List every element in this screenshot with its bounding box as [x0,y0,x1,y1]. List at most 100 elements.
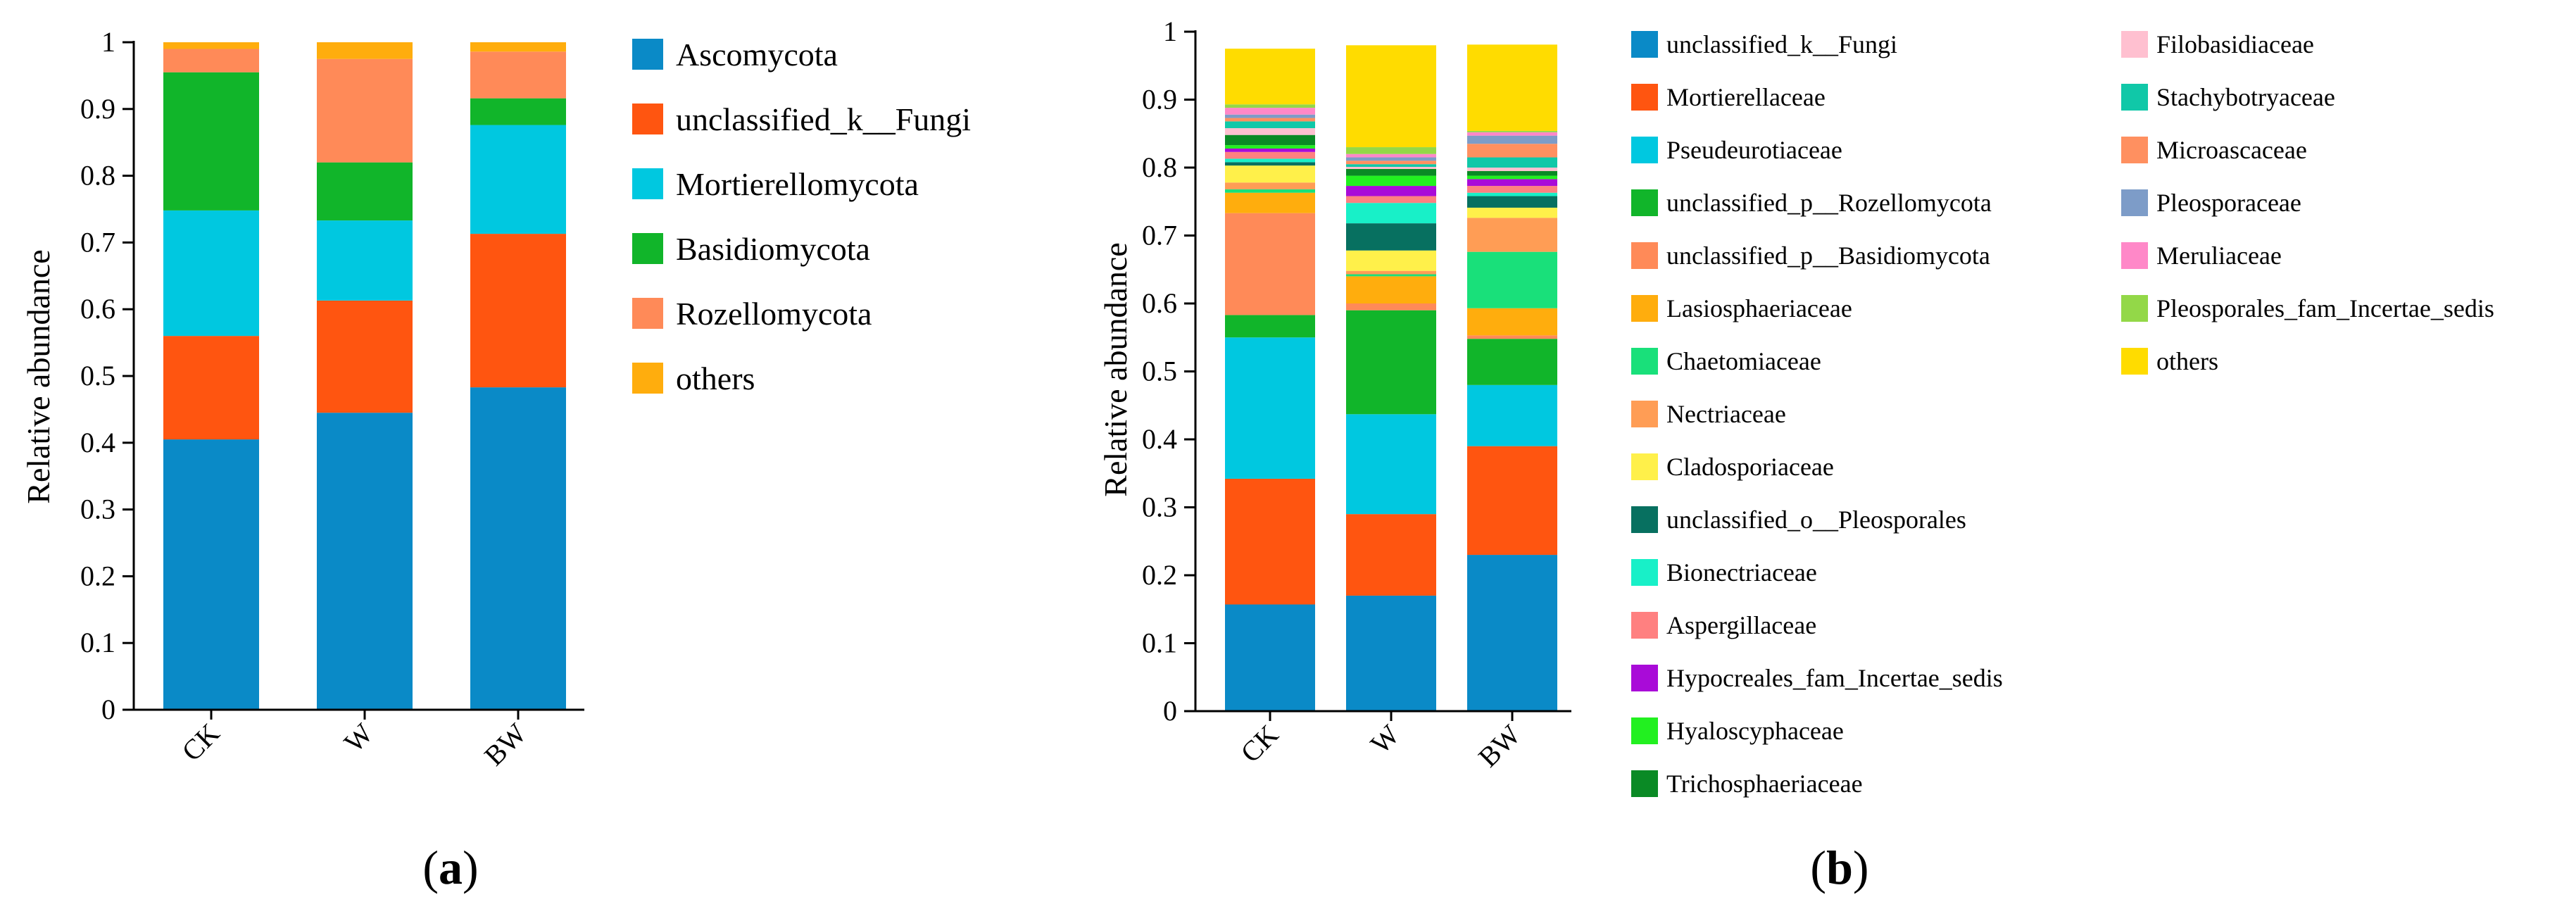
bar-segment-w-basidiomycota [317,162,413,221]
legend-label: Rozellomycota [676,296,872,332]
legend-item: Aspergillaceae [1631,611,1816,639]
bar-segment-ck-mortierellaceae [1225,478,1315,605]
legend-item: unclassified_p__Basidiomycota [1631,242,1990,270]
legend-label: Pseudeurotiaceae [1666,136,1842,164]
bar-segment-bw-ascomycota [470,387,566,710]
legend-item: unclassified_o__Pleosporales [1631,506,1966,534]
bar-segment-bw-aspergillaceae [1467,186,1557,193]
legend-item: others [632,361,755,396]
bar-segment-bw-unclassified-p-rozellomycota [1467,339,1557,385]
stacked-bars-b [1225,44,1557,711]
legend-label: unclassified_k__Fungi [1666,30,1897,58]
y-tick-label: 0.9 [1142,84,1177,115]
legend-swatch [632,363,663,394]
legend-swatch [632,104,663,134]
bar-segment-bw-hyaloscyphaceae [1467,175,1557,180]
bar-segment-ck-rozellomycota [163,49,259,73]
legend-swatch [1631,453,1658,480]
legend-item: Mortierellomycota [632,166,919,202]
legend-swatch [1631,401,1658,427]
bar-segment-w-mortierellaceae [1346,514,1436,596]
bar-segment-w-bionectriaceae [1346,203,1436,224]
bar-segment-ck-unclassified-o-pleosporales [1225,162,1315,166]
bar-segment-bw-pleosporales-fam-incertae-sedis [1467,130,1557,132]
bar-segment-ck-stachybotryaceae [1225,121,1315,129]
bar-segment-w-chaetomiaceae [1346,274,1436,277]
y-tick-label: 0.8 [1142,151,1177,183]
bar-segment-w-unclassified-o-pleosporales [1346,223,1436,251]
bar-segment-bw-unclassified-p-basidiomycota [1467,335,1557,339]
bar-segment-ck-unclassified-p-rozellomycota [1225,315,1315,338]
panel-label-b-open: ( [1810,841,1826,894]
legend-swatch [1631,189,1658,216]
bar-segment-w-pleosporales-fam-incertae-sedis [1346,147,1436,154]
bar-segment-bw-basidiomycota [470,98,566,125]
bar-segment-bw-mortierellaceae [1467,446,1557,556]
bar-segment-ck-cladosporiaceae [1225,165,1315,183]
legend-label: Aspergillaceae [1666,611,1816,639]
legend-swatch [632,168,663,199]
legend-label: Filobasidiaceae [2156,30,2314,58]
chart-panel-a: 0 0.1 0.2 0.3 0.4 0.5 0.6 0.7 0.8 0.9 1 CK W BW Relat… [20,26,971,894]
bar-segment-w-stachybotryaceae [1346,164,1436,168]
bar-segment-w-unclassified-k-fungi [1346,595,1436,711]
legend-label: Cladosporiaceae [1666,453,1834,481]
bar-segment-bw-unclassified-k-fungi [470,234,566,388]
legend-item: Hyaloscyphaceae [1631,717,1844,745]
bar-segment-w-meruliaceae [1346,153,1436,158]
legend-label: Hypocreales_fam_Incertae_sedis [1666,664,2003,692]
legend-swatch [1631,665,1658,691]
bar-segment-bw-microascaceae [1467,144,1557,158]
bar-segment-ck-pleosporaceae [1225,114,1315,118]
y-axis-label-b: Relative abundance [1098,242,1133,496]
legend-swatch [1631,137,1658,163]
bar-segment-ck-nectriaceae [1225,182,1315,189]
panel-label-a-letter: a [439,841,463,894]
bar-segment-bw-unclassified-k-fungi [1467,555,1557,711]
bar-segment-w-lasiosphaeriaceae [1346,276,1436,303]
bar-segment-ck-chaetomiaceae [1225,189,1315,193]
bar-segment-ck-others [163,42,259,49]
bar-segment-ck-bionectriaceae [1225,158,1315,163]
y-tick-label: 0.5 [80,360,115,391]
bar-segment-bw-mortierellomycota [470,125,566,234]
bar-segment-bw-filobasidiaceae [1467,168,1557,171]
legend-swatch [2121,348,2148,375]
y-tick-label: 0.6 [80,293,115,325]
bar-segment-bw-chaetomiaceae [1467,251,1557,308]
x-tick-label-w: W [338,717,379,758]
legend-swatch [1631,295,1658,322]
legend-label: Stachybotryaceae [2156,83,2335,111]
legend-swatch [1631,31,1658,58]
y-tick-label: 0 [101,694,115,725]
panel-label-a-open: ( [422,841,439,894]
legend-label: others [676,361,755,396]
legend-swatch [1631,348,1658,375]
bar-segment-w-microascaceae [1346,161,1436,165]
legend-swatch [1631,717,1658,744]
legend-swatch [1631,506,1658,533]
y-tick-label: 0 [1163,695,1177,727]
bar-segment-w-filobasidiaceae [1346,167,1436,169]
y-tick-label: 0.1 [1142,627,1177,659]
bar-segment-ck-aspergillaceae [1225,151,1315,159]
bar-segment-ck-hypocreales-fam-incertae-sedis [1225,148,1315,152]
bar-segment-w-unclassified-p-rozellomycota [1346,310,1436,415]
y-tick-label: 1 [101,26,115,58]
x-tick-label-bw: BW [1472,718,1527,773]
bar-segment-ck-pseudeurotiaceae [1225,337,1315,479]
bar-segment-w-aspergillaceae [1346,196,1436,203]
legend-label: Bionectriaceae [1666,558,1817,587]
bar-segment-bw-bionectriaceae [1467,192,1557,196]
legend-swatch [1631,612,1658,639]
legend-b: unclassified_k__Fungi Mortierellaceae Pseu… [1631,30,2494,798]
bar-segment-ck-others [1225,49,1315,105]
y-tick-label: 0.3 [80,494,115,525]
legend-swatch [2121,137,2148,163]
legend-item: Chaetomiaceae [1631,347,1821,375]
legend-item: Nectriaceae [1631,400,1786,428]
bar-segment-ck-hyaloscyphaceae [1225,145,1315,149]
bar-segment-ck-microascaceae [1225,118,1315,122]
bar-segment-bw-unclassified-o-pleosporales [1467,196,1557,208]
